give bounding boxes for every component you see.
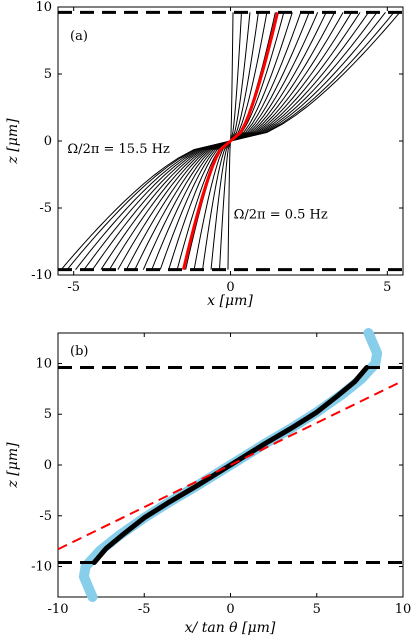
- panel-b-y-tick-label: 10: [35, 356, 52, 371]
- panel-a-x-tick-label: 0: [226, 280, 234, 295]
- panel-a-y-tick-label: -5: [39, 201, 52, 216]
- panel-a-ticks: -5 0 5 -10 -5 0 5 10: [31, 0, 403, 295]
- panel-a-y-tick-label: 0: [44, 134, 52, 149]
- panel-b-label: (b): [70, 344, 88, 359]
- panel-a-y-tick-label: 5: [44, 67, 52, 82]
- highlight-curve: [181, 12, 280, 270]
- panel-a-x-tick-label: 5: [383, 280, 391, 295]
- annotation-low-frequency: Ω/2π = 0.5 Hz: [234, 208, 328, 223]
- panel-b-y-tick-label: 0: [44, 458, 52, 473]
- panel-a-boundaries: [58, 10, 403, 272]
- panel-a-y-tick-label: -10: [31, 268, 52, 283]
- panel-b-x-axis-label: x/ tan θ [μm]: [185, 620, 276, 636]
- series-thick-black: [91, 365, 370, 565]
- panel-b: -10 -5 0 5 10 -10 -5 0 5 10 (b) x/ tan θ [μm] z […: [5, 328, 411, 636]
- panel-a: -5 0 5 -10 -5 0 5 10 (a) Ω/2π = 15.5 Hz Ω/2π = …: [5, 0, 404, 309]
- panel-b-series: [57, 328, 404, 602]
- panel-a-y-axis-label: z [μm]: [5, 118, 21, 165]
- panel-b-x-tick-label: 5: [313, 602, 321, 617]
- panel-b-y-tick-label: 5: [44, 407, 52, 422]
- panel-b-y-axis-label: z [μm]: [5, 442, 21, 489]
- panel-a-x-tick-label: -5: [67, 280, 80, 295]
- panel-b-y-tick-label: -5: [39, 509, 52, 524]
- panel-a-label: (a): [70, 29, 88, 44]
- panel-b-x-tick-label: -10: [48, 602, 69, 617]
- panel-b-x-tick-label: -5: [138, 602, 151, 617]
- panel-b-ticks: -10 -5 0 5 10 -10 -5 0 5 10: [31, 333, 411, 617]
- panel-b-x-tick-label: 10: [395, 602, 412, 617]
- panel-b-y-tick-label: -10: [31, 560, 52, 575]
- panel-a-y-tick-label: 10: [35, 0, 52, 15]
- annotation-high-frequency: Ω/2π = 15.5 Hz: [67, 142, 170, 157]
- panel-a-highlight-curve: [181, 12, 280, 270]
- panel-a-x-axis-label: x [μm]: [207, 293, 253, 309]
- panel-b-boundaries: [58, 366, 403, 564]
- panel-b-x-tick-label: 0: [226, 602, 234, 617]
